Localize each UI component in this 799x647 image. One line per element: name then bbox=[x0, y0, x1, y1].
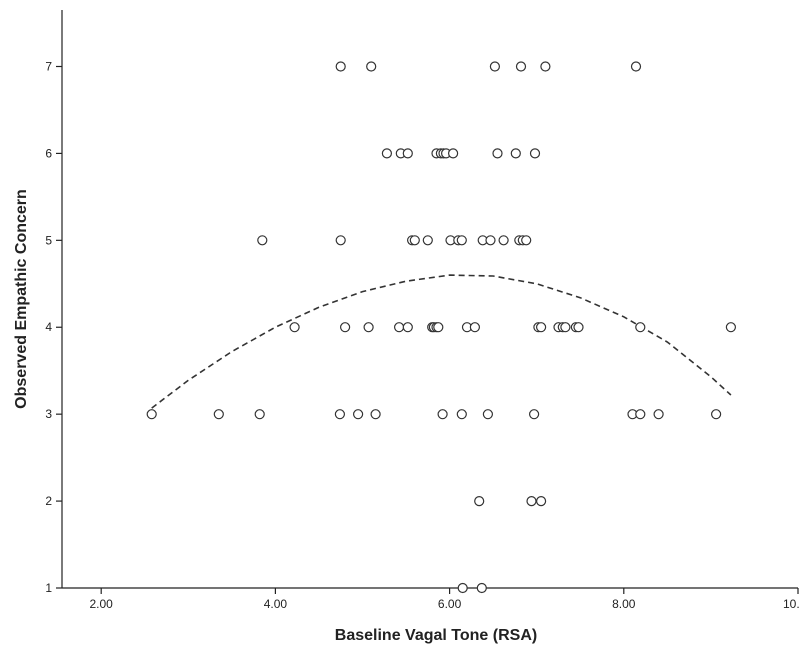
y-tick-label: 4 bbox=[45, 320, 52, 334]
data-point bbox=[213, 409, 224, 420]
data-point bbox=[521, 235, 532, 246]
x-tick-label: 8.00 bbox=[612, 597, 636, 611]
data-point bbox=[526, 496, 537, 507]
data-point bbox=[540, 61, 551, 72]
data-point bbox=[535, 322, 547, 333]
data-point bbox=[409, 235, 420, 246]
data-point bbox=[482, 409, 493, 420]
data-point bbox=[363, 322, 374, 333]
data-point bbox=[653, 409, 664, 420]
data-point bbox=[335, 61, 346, 72]
data-point bbox=[370, 409, 381, 420]
data-point bbox=[340, 322, 351, 333]
data-point bbox=[515, 61, 527, 72]
fit-line-layer bbox=[151, 274, 732, 409]
data-point bbox=[353, 409, 364, 420]
data-point bbox=[485, 235, 496, 246]
x-tick-label: 10.00 bbox=[783, 597, 799, 611]
data-point bbox=[528, 409, 540, 420]
data-point bbox=[510, 148, 521, 159]
data-point bbox=[573, 322, 584, 333]
axes: 1 2 3 4 5 6 7 2.00 4.00 6.00 8.00 10.00 bbox=[45, 10, 799, 611]
data-point bbox=[437, 409, 448, 420]
x-tick-label: 6.00 bbox=[438, 597, 462, 611]
data-point bbox=[334, 409, 345, 420]
data-point bbox=[635, 322, 646, 333]
data-point bbox=[289, 322, 300, 333]
data-point bbox=[146, 409, 157, 420]
data-point bbox=[469, 322, 480, 333]
y-tick-label: 6 bbox=[45, 146, 52, 160]
data-point bbox=[725, 322, 737, 333]
data-point bbox=[535, 496, 547, 507]
data-point bbox=[422, 235, 433, 246]
data-point bbox=[456, 409, 467, 420]
x-tick-label: 4.00 bbox=[264, 597, 288, 611]
x-axis-title: Baseline Vagal Tone (RSA) bbox=[335, 627, 537, 644]
data-point bbox=[433, 322, 444, 333]
data-point bbox=[492, 148, 503, 159]
data-point bbox=[476, 582, 487, 594]
y-axis-title: Observed Empathic Concern bbox=[13, 189, 30, 409]
data-point bbox=[710, 409, 722, 420]
data-point bbox=[529, 148, 541, 159]
data-point bbox=[257, 235, 268, 246]
data-point bbox=[254, 409, 265, 420]
data-point bbox=[635, 409, 646, 420]
data-point bbox=[560, 322, 571, 333]
x-tick-label: 2.00 bbox=[90, 597, 114, 611]
y-tick-label: 1 bbox=[45, 581, 52, 595]
y-tick-label: 7 bbox=[45, 59, 52, 73]
data-point bbox=[457, 582, 468, 594]
points-layer bbox=[146, 61, 737, 594]
y-tick-label: 2 bbox=[45, 494, 52, 508]
data-point bbox=[335, 235, 346, 246]
y-tick-label: 5 bbox=[45, 233, 52, 247]
data-point bbox=[402, 322, 413, 333]
data-point bbox=[394, 322, 405, 333]
y-tick-label: 3 bbox=[45, 407, 52, 421]
data-point bbox=[402, 148, 413, 159]
data-point bbox=[489, 61, 500, 72]
data-point bbox=[498, 235, 509, 246]
data-point bbox=[456, 235, 467, 246]
data-point bbox=[381, 148, 392, 159]
data-point bbox=[448, 148, 459, 159]
data-point bbox=[474, 496, 485, 507]
data-point bbox=[366, 61, 377, 72]
quadratic-fit-line bbox=[151, 274, 732, 409]
data-point bbox=[630, 61, 642, 72]
